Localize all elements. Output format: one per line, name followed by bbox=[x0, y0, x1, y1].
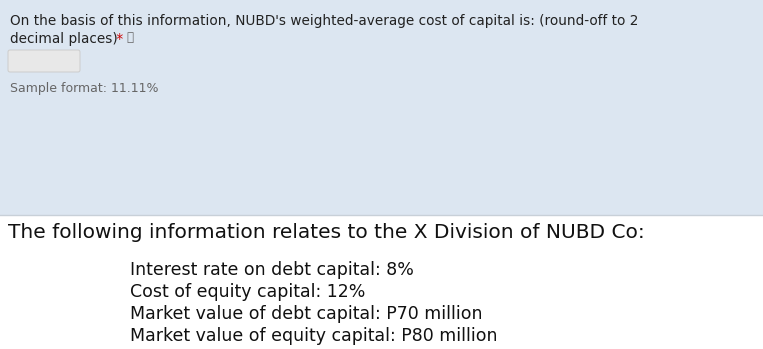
Text: Sample format: 11.11%: Sample format: 11.11% bbox=[10, 82, 159, 95]
Text: *: * bbox=[112, 32, 123, 46]
FancyBboxPatch shape bbox=[8, 50, 80, 72]
Text: Market value of equity capital: P80 million: Market value of equity capital: P80 mill… bbox=[130, 327, 497, 344]
Text: ⎘: ⎘ bbox=[126, 31, 133, 44]
Text: On the basis of this information, NUBD's weighted-average cost of capital is: (r: On the basis of this information, NUBD's… bbox=[10, 14, 639, 28]
Text: Interest rate on debt capital: 8%: Interest rate on debt capital: 8% bbox=[130, 261, 414, 279]
Text: Market value of debt capital: P70 million: Market value of debt capital: P70 millio… bbox=[130, 305, 482, 322]
Text: Cost of equity capital: 12%: Cost of equity capital: 12% bbox=[130, 283, 365, 300]
Text: decimal places): decimal places) bbox=[10, 32, 118, 46]
Text: The following information relates to the X Division of NUBD Co:: The following information relates to the… bbox=[8, 223, 645, 242]
Bar bbox=[0, 0, 763, 215]
Bar bbox=[0, 215, 763, 349]
